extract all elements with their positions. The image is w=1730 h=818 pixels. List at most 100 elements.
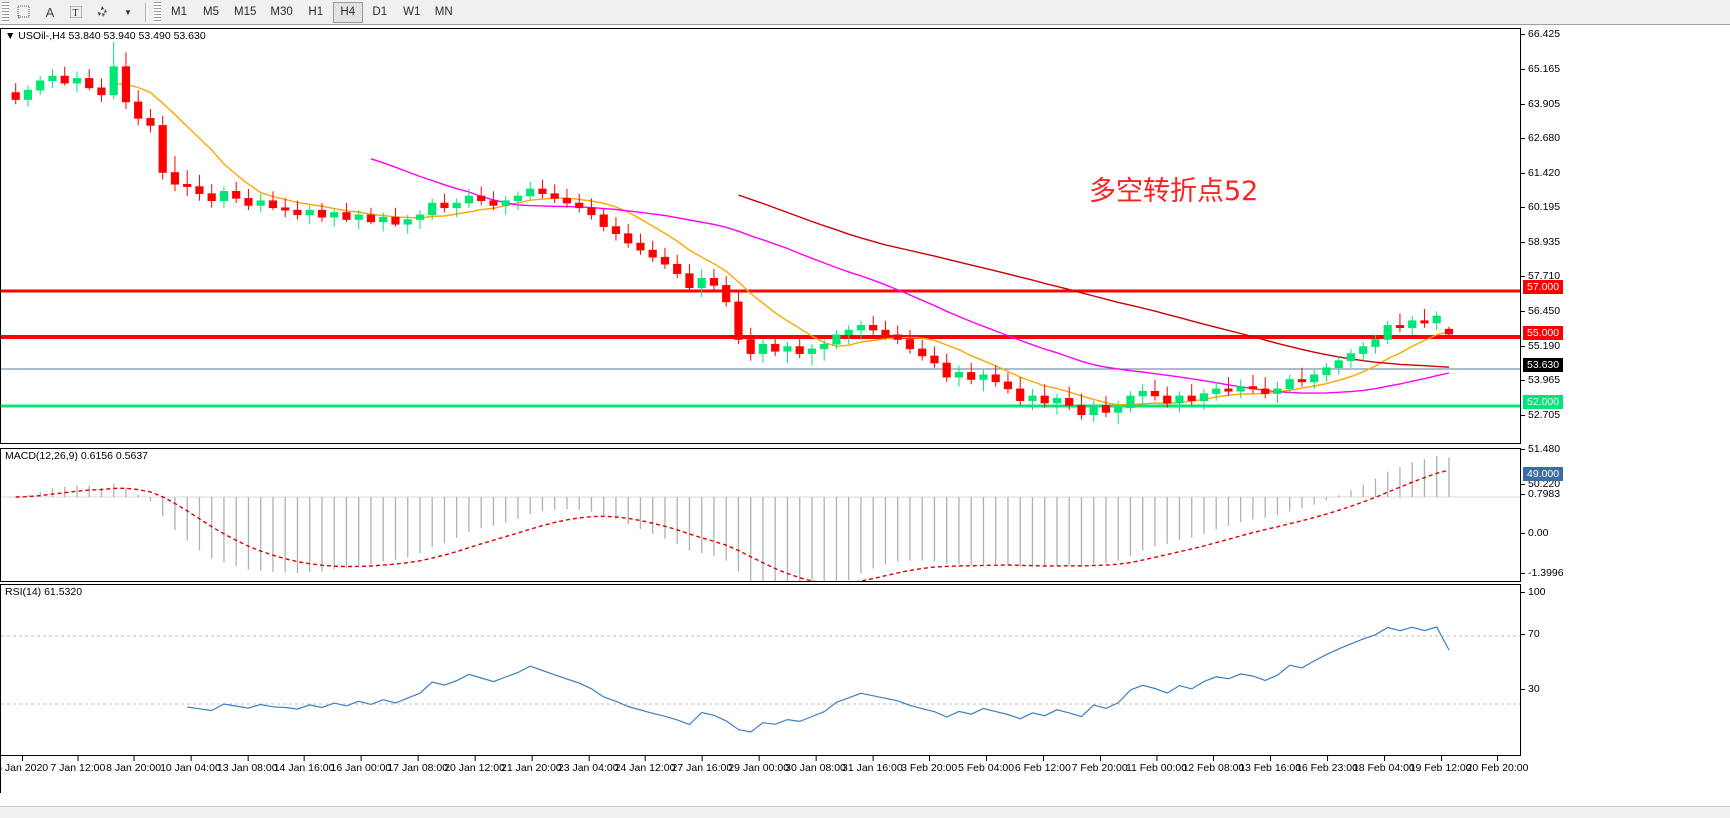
candle-body bbox=[648, 249, 657, 258]
candle-body bbox=[746, 339, 755, 354]
candle-body bbox=[1346, 353, 1356, 361]
candle-body bbox=[121, 66, 131, 103]
time-tick: 29 Jan 00:00 bbox=[728, 756, 789, 774]
toolbar-separator bbox=[145, 2, 148, 22]
price-tick: 56.450 bbox=[1521, 305, 1560, 317]
candle-body bbox=[611, 226, 621, 234]
timeframe-mn[interactable]: MN bbox=[434, 6, 453, 18]
candle-body bbox=[1285, 379, 1294, 390]
candle-body bbox=[930, 355, 939, 364]
candle-body bbox=[256, 200, 265, 206]
price-tick: 61.420 bbox=[1521, 167, 1560, 179]
text-label-glyph: A bbox=[45, 4, 55, 20]
objects-list-icon[interactable] bbox=[89, 1, 115, 24]
candle-body bbox=[1395, 325, 1405, 329]
time-tick: 12 Feb 08:00 bbox=[1182, 756, 1244, 774]
price-panel[interactable]: ▼ USOil-,H4 53.840 53.940 53.490 53.630 … bbox=[0, 28, 1521, 444]
time-tick: 6 Jan 2020 bbox=[0, 756, 48, 774]
rsi-tick: 30 bbox=[1521, 683, 1540, 695]
candle-body bbox=[832, 334, 841, 345]
candle-body bbox=[1150, 390, 1160, 397]
candle-body bbox=[232, 191, 241, 199]
crosshair-cursor-icon[interactable]: F bbox=[11, 1, 37, 24]
candle-body bbox=[146, 118, 155, 126]
macd-plot bbox=[1, 455, 1520, 581]
candle-body bbox=[513, 195, 523, 202]
candle-body bbox=[1028, 395, 1037, 401]
rsi-line bbox=[187, 626, 1450, 733]
candle-body bbox=[281, 207, 290, 211]
timeframe-m1[interactable]: M1 bbox=[171, 6, 187, 18]
macd-signal-line bbox=[15, 469, 1450, 581]
candle-body bbox=[636, 242, 645, 251]
candle-body bbox=[538, 188, 547, 194]
price-tick: 57.710 bbox=[1521, 270, 1560, 282]
candle-body bbox=[23, 89, 33, 100]
candle-body bbox=[893, 334, 902, 340]
timeframe-m5[interactable]: M5 bbox=[203, 6, 219, 18]
timeframe-h1[interactable]: H1 bbox=[308, 6, 324, 18]
horizontal-scrollbar[interactable] bbox=[0, 806, 1730, 818]
timeframe-m15[interactable]: M15 bbox=[234, 6, 257, 18]
toolbar-grip-drawing[interactable] bbox=[2, 1, 9, 23]
candle-body bbox=[501, 200, 510, 206]
toolbar-grip-timeframes[interactable] bbox=[154, 1, 161, 23]
candle-body bbox=[1371, 339, 1380, 347]
candle-body bbox=[158, 125, 167, 173]
chart-area[interactable]: ▼ USOil-,H4 53.840 53.940 53.490 53.630 … bbox=[0, 25, 1730, 818]
price-badge-49.000: 49.000 bbox=[1523, 467, 1564, 481]
time-tick: 16 Jan 00:00 bbox=[331, 756, 391, 774]
macd-panel[interactable]: MACD(12,26,9) 0.6156 0.5637 bbox=[0, 448, 1521, 582]
price-plot[interactable] bbox=[1, 29, 1520, 443]
candle-body bbox=[1003, 381, 1013, 390]
candle-body bbox=[1126, 395, 1135, 409]
candle-body bbox=[979, 374, 988, 380]
time-tick: 11 Feb 00:00 bbox=[1126, 756, 1187, 774]
candle-body bbox=[109, 66, 118, 96]
moving-average-MA-slow bbox=[738, 194, 1450, 368]
candle-body bbox=[489, 200, 498, 206]
rsi-tick: 70 bbox=[1521, 628, 1540, 640]
candle-body bbox=[783, 346, 792, 352]
timeframe-h4[interactable]: H4 bbox=[332, 1, 363, 23]
time-axis[interactable]: 6 Jan 2020 7 Jan 12:00 8 Jan 20:00 10 Jan 0… bbox=[0, 756, 1528, 793]
candle-body bbox=[771, 343, 780, 352]
timeframe-d1[interactable]: D1 bbox=[372, 6, 388, 18]
candle-body bbox=[1175, 395, 1184, 404]
price-tick: 60.195 bbox=[1521, 201, 1560, 213]
price-axis[interactable]: 66.425 65.165 63.905 62.680 61.420 60.195 58.9… bbox=[1521, 28, 1730, 756]
price-badge-52.000: 52.000 bbox=[1523, 395, 1564, 409]
candle-body bbox=[697, 278, 706, 289]
price-tick: 55.190 bbox=[1521, 340, 1560, 352]
candle-body bbox=[660, 256, 670, 265]
macd-label: MACD(12,26,9) 0.6156 0.5637 bbox=[4, 450, 150, 462]
timeframe-w1[interactable]: W1 bbox=[403, 6, 421, 18]
candle-body bbox=[317, 209, 327, 218]
time-tick: 20 Jan 12:00 bbox=[444, 756, 505, 774]
rsi-panel[interactable]: RSI(14) 61.5320 bbox=[0, 584, 1521, 756]
caret-glyph: ▼ bbox=[124, 7, 132, 17]
candle-body bbox=[1199, 393, 1209, 401]
candle-body bbox=[403, 219, 412, 225]
time-tick: 6 Feb 12:00 bbox=[1015, 756, 1071, 774]
price-tick: 65.165 bbox=[1521, 63, 1560, 75]
candle-body bbox=[869, 325, 878, 331]
candle-body bbox=[1077, 405, 1086, 416]
time-tick: 18 Feb 04:00 bbox=[1353, 756, 1415, 774]
candle-body bbox=[1310, 374, 1319, 383]
candle-body bbox=[1273, 388, 1282, 394]
candle-body bbox=[1408, 320, 1417, 329]
candle-body bbox=[685, 273, 694, 289]
candle-body bbox=[991, 374, 1000, 383]
text-label-icon[interactable]: A bbox=[37, 1, 63, 24]
text-box-icon[interactable]: T bbox=[63, 1, 89, 24]
time-tick: 17 Jan 08:00 bbox=[387, 756, 448, 774]
symbol-header: ▼ USOil-,H4 53.840 53.940 53.490 53.630 bbox=[4, 30, 207, 42]
candle-body bbox=[795, 346, 804, 354]
candle-body bbox=[342, 212, 351, 220]
objects-dropdown-caret-icon[interactable]: ▼ bbox=[115, 1, 141, 24]
timeframe-m30[interactable]: M30 bbox=[270, 6, 293, 18]
price-badge-55.000: 55.000 bbox=[1523, 326, 1564, 340]
candle-body bbox=[820, 343, 829, 350]
candle-body bbox=[526, 188, 535, 197]
